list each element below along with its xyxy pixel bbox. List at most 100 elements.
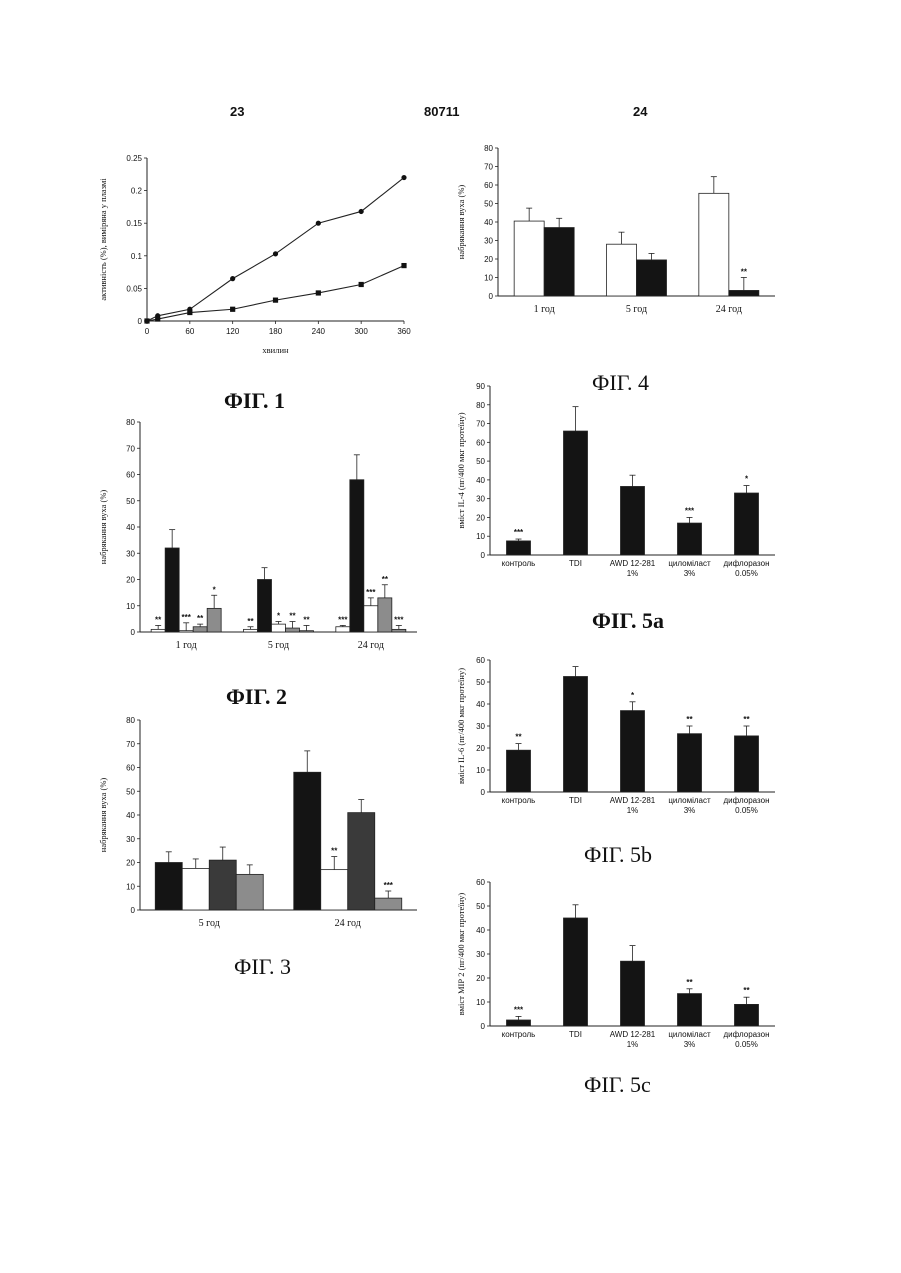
category-label: дифлоразон (723, 1030, 769, 1039)
y-tick-label: 30 (476, 722, 485, 731)
significance-label: ** (741, 268, 748, 277)
data-point-square (401, 263, 406, 268)
fig3-caption: ФІГ. 3 (234, 954, 291, 980)
bar (193, 627, 207, 632)
significance-label: ** (743, 986, 750, 995)
x-tick-label: 240 (312, 327, 326, 336)
y-tick-label: 0.25 (126, 154, 142, 163)
y-tick-label: 70 (476, 420, 485, 429)
x-axis-label: хвилин (262, 345, 289, 355)
series-line-square (147, 266, 404, 321)
y-tick-label: 20 (476, 974, 485, 983)
y-tick-label: 30 (476, 950, 485, 959)
data-point-square (273, 298, 278, 303)
y-tick-label: 10 (484, 274, 493, 283)
y-axis-label: вміст IL-4 (пг/400 мкг протеїну) (456, 412, 466, 528)
category-label: AWD 12-281 (610, 559, 656, 568)
category-label: циломіласт (668, 1030, 711, 1039)
bar (151, 629, 165, 632)
bar (165, 548, 179, 632)
y-tick-label: 20 (484, 255, 493, 264)
y-tick-label: 80 (126, 418, 135, 427)
significance-label: *** (514, 1005, 524, 1014)
category-label: 3% (684, 569, 696, 578)
fig5a-bar-chart: 0102030405060708090вміст IL-4 (пг/400 мк… (450, 380, 780, 600)
significance-label: *** (685, 506, 695, 515)
category-label: 1% (627, 806, 639, 815)
significance-label: *** (384, 881, 394, 890)
significance-label: ** (155, 615, 162, 624)
bar (286, 628, 300, 632)
category-label: контроль (502, 559, 536, 568)
y-tick-label: 0.05 (126, 284, 142, 293)
bar (209, 860, 236, 910)
y-tick-label: 40 (126, 523, 135, 532)
y-tick-label: 60 (476, 438, 485, 447)
category-label: 1% (627, 569, 639, 578)
y-tick-label: 40 (126, 811, 135, 820)
category-label: AWD 12-281 (610, 1030, 656, 1039)
category-label: TDI (569, 796, 582, 805)
fig3-bar-chart: 01020304050607080набрякання вуха (%)5 го… (92, 712, 422, 942)
fig5b-caption: ФІГ. 5b (584, 842, 652, 868)
y-tick-label: 20 (126, 576, 135, 585)
y-tick-label: 70 (126, 444, 135, 453)
bar (564, 918, 588, 1026)
bar (378, 598, 392, 632)
bar (155, 863, 182, 911)
significance-label: *** (366, 588, 376, 597)
y-tick-label: 0 (138, 317, 143, 326)
y-tick-label: 70 (126, 740, 135, 749)
data-point-circle (359, 209, 364, 214)
x-tick-label: 120 (226, 327, 240, 336)
y-tick-label: 50 (476, 902, 485, 911)
bar (507, 750, 531, 792)
y-tick-label: 0.2 (131, 187, 143, 196)
y-tick-label: 30 (476, 495, 485, 504)
data-point-circle (273, 251, 278, 256)
y-axis-label: набрякання вуха (%) (98, 490, 108, 565)
bar (699, 193, 729, 296)
bar (321, 870, 348, 910)
y-tick-label: 50 (126, 497, 135, 506)
bar (364, 606, 378, 632)
data-point-square (359, 282, 364, 287)
fig1-line-chart: 00.050.10.150.20.25активність (%), вимір… (92, 140, 422, 370)
y-tick-label: 70 (484, 163, 493, 172)
bar (258, 580, 272, 633)
bar (621, 486, 645, 555)
y-tick-label: 30 (126, 835, 135, 844)
data-point-square (187, 310, 192, 315)
y-tick-label: 0 (131, 906, 136, 915)
bar (294, 772, 321, 910)
data-point-circle (316, 221, 321, 226)
category-label: 0.05% (735, 806, 758, 815)
category-label: 5 год (268, 640, 289, 651)
y-tick-label: 50 (476, 678, 485, 687)
y-tick-label: 10 (126, 602, 135, 611)
data-point-circle (401, 175, 406, 180)
category-label: 1% (627, 1040, 639, 1049)
fig4-bar-chart: 01020304050607080набрякання вуха (%)1 го… (450, 140, 780, 340)
y-tick-label: 20 (126, 859, 135, 868)
bar (348, 813, 375, 910)
fig2-caption: ФІГ. 2 (226, 684, 287, 710)
y-axis-label: набрякання вуха (%) (98, 778, 108, 853)
bar (207, 608, 221, 632)
category-label: TDI (569, 1030, 582, 1039)
y-tick-label: 0 (481, 551, 486, 560)
y-tick-label: 60 (476, 878, 485, 887)
bar (244, 629, 258, 632)
bar (544, 228, 574, 296)
bar (507, 1020, 531, 1026)
y-tick-label: 60 (126, 471, 135, 480)
y-tick-label: 10 (126, 882, 135, 891)
significance-label: ** (515, 733, 522, 742)
y-tick-label: 50 (484, 200, 493, 209)
fig5c-bar-chart: 0102030405060вміст МІР 2 (пг/400 мкг про… (450, 870, 780, 1060)
y-axis-label: активність (%), виміряна у плазмі (98, 178, 108, 301)
data-point-square (144, 318, 149, 323)
y-tick-label: 0.15 (126, 219, 142, 228)
x-tick-label: 300 (354, 327, 368, 336)
fig5a-caption: ФІГ. 5а (592, 608, 664, 634)
